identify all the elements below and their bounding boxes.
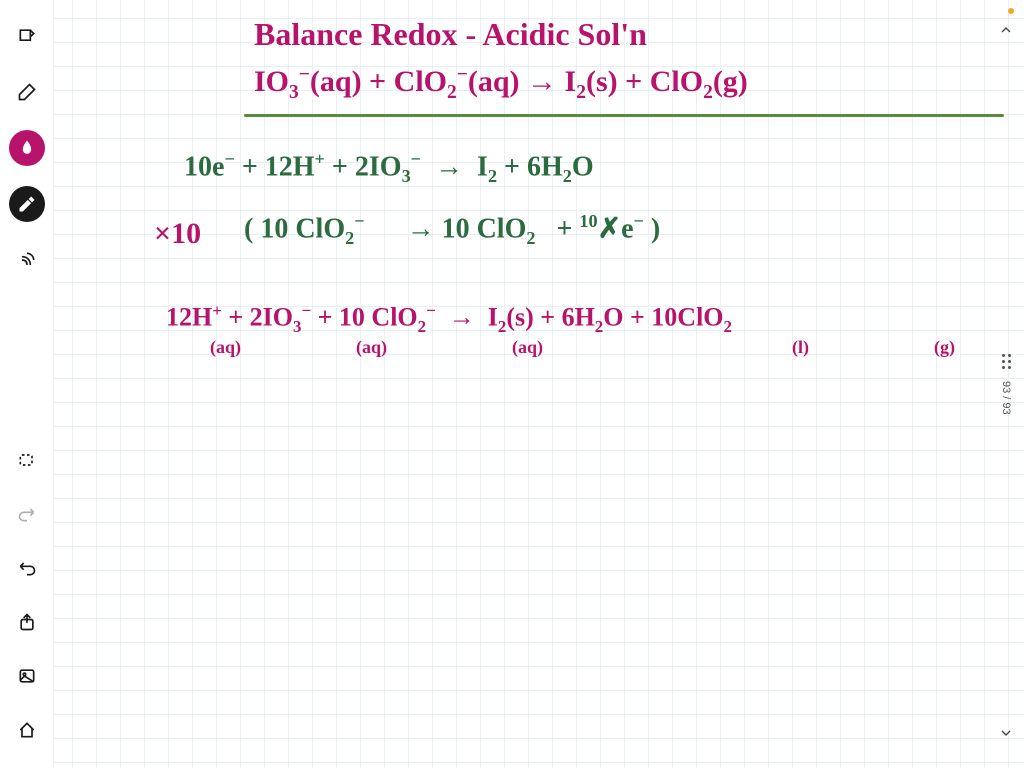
page-counter: 93 / 93 [1000,381,1012,415]
state-label: (aq) [210,336,241,359]
balanced-equation: 12H+ + 2IO3− + 10 ClO2− → I2(s) + 6H2O +… [166,300,732,338]
main-equation: IO3−(aq) + ClO2−(aq) → I2(s) + ClO2(g) [254,62,748,105]
shape-tool-icon[interactable] [9,18,45,54]
state-label: (g) [934,336,955,359]
share-icon[interactable] [9,604,45,640]
title-text: Balance Redox - Acidic Sol'n [254,14,647,56]
brush-tool-icon[interactable] [9,130,45,166]
multiplier-label: ×10 [154,214,201,253]
eraser-tool-icon[interactable] [9,74,45,110]
undo-icon[interactable] [9,550,45,586]
home-icon[interactable] [9,712,45,748]
half-reaction-2: ( 10 ClO2− → 10 ClO2 + 10✗e− ) [244,210,660,251]
state-label: (aq) [512,336,543,359]
state-label: (l) [792,336,809,359]
pen-tool-icon[interactable] [9,186,45,222]
cast-tool-icon[interactable] [9,242,45,278]
state-label: (aq) [356,336,387,359]
canvas-area[interactable]: Balance Redox - Acidic Sol'n IO3−(aq) + … [54,0,1024,768]
lasso-icon[interactable] [9,442,45,478]
redo-icon[interactable] [9,496,45,532]
image-icon[interactable] [9,658,45,694]
chevron-up-icon[interactable] [998,22,1014,43]
more-menu-icon[interactable] [1002,354,1011,369]
chevron-down-icon[interactable] [998,725,1014,746]
underline [244,114,1004,117]
half-reaction-1: 10e− + 12H+ + 2IO3− → I2 + 6H2O [184,148,594,189]
